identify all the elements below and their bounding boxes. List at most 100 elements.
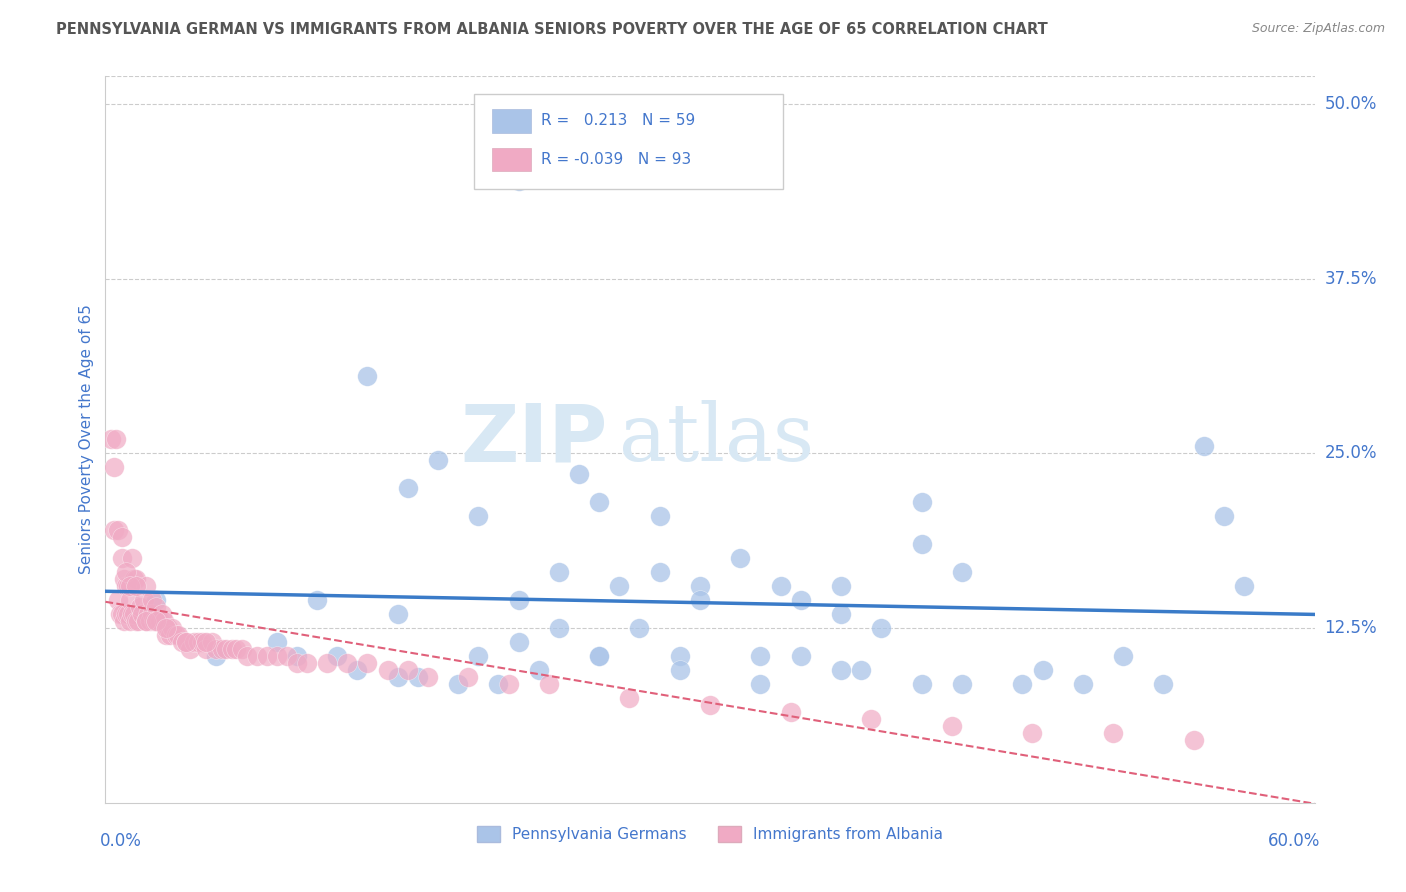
Legend: Pennsylvania Germans, Immigrants from Albania: Pennsylvania Germans, Immigrants from Al… xyxy=(470,819,950,850)
Point xyxy=(142,614,165,628)
Point xyxy=(225,642,247,657)
Point xyxy=(336,656,359,670)
Point xyxy=(1153,677,1175,691)
Point xyxy=(307,593,329,607)
Point xyxy=(104,432,127,446)
Point xyxy=(699,698,721,712)
Text: Source: ZipAtlas.com: Source: ZipAtlas.com xyxy=(1251,22,1385,36)
Point xyxy=(447,677,470,691)
Point xyxy=(146,614,169,628)
Point xyxy=(628,621,651,635)
Point xyxy=(110,551,132,566)
Point xyxy=(150,607,173,621)
Point xyxy=(285,648,308,663)
Point xyxy=(295,656,318,670)
Text: atlas: atlas xyxy=(620,401,814,478)
Point xyxy=(467,509,489,524)
Point xyxy=(174,635,197,649)
Point xyxy=(103,460,125,475)
Point xyxy=(749,648,772,663)
Point xyxy=(1071,677,1094,691)
Point xyxy=(201,635,224,649)
Point xyxy=(689,593,711,607)
Point xyxy=(911,495,934,509)
Point xyxy=(790,593,813,607)
Text: 50.0%: 50.0% xyxy=(1324,95,1376,112)
Point xyxy=(118,579,141,593)
Point xyxy=(588,648,610,663)
Point xyxy=(124,579,148,593)
Y-axis label: Seniors Poverty Over the Age of 65: Seniors Poverty Over the Age of 65 xyxy=(79,304,94,574)
Point xyxy=(211,642,233,657)
Point xyxy=(648,509,671,524)
Point xyxy=(396,663,419,677)
Point xyxy=(145,614,167,628)
Point xyxy=(1213,509,1236,524)
Point xyxy=(215,642,238,657)
Point xyxy=(170,635,193,649)
Point xyxy=(145,600,167,615)
Point xyxy=(1032,663,1054,677)
Point xyxy=(749,677,772,691)
Point xyxy=(387,670,409,684)
Point xyxy=(183,635,205,649)
Point xyxy=(128,600,150,615)
Point xyxy=(187,635,209,649)
Point xyxy=(689,579,711,593)
Point xyxy=(396,481,419,495)
Point xyxy=(112,614,135,628)
Point xyxy=(316,656,339,670)
Point xyxy=(1102,726,1125,740)
Point xyxy=(112,572,135,586)
Point xyxy=(769,579,792,593)
Text: 25.0%: 25.0% xyxy=(1324,444,1376,462)
Point xyxy=(114,607,136,621)
Point xyxy=(107,593,129,607)
Point xyxy=(326,648,349,663)
Point xyxy=(246,648,269,663)
Point xyxy=(127,614,149,628)
Point xyxy=(205,648,228,663)
Text: ZIP: ZIP xyxy=(460,401,607,478)
Point xyxy=(124,614,148,628)
FancyBboxPatch shape xyxy=(492,148,531,171)
Point xyxy=(427,453,450,467)
Point xyxy=(156,621,179,635)
Point xyxy=(851,663,873,677)
Point xyxy=(124,572,148,586)
Point xyxy=(139,614,162,628)
Point xyxy=(136,607,159,621)
Point xyxy=(498,677,520,691)
Point xyxy=(941,719,963,733)
Point xyxy=(174,635,197,649)
Point xyxy=(508,174,530,188)
Point xyxy=(179,642,201,657)
Point xyxy=(870,621,893,635)
Point xyxy=(155,628,177,642)
Point xyxy=(107,523,129,537)
Point xyxy=(122,572,145,586)
Point xyxy=(1011,677,1033,691)
Point xyxy=(276,648,298,663)
Text: 12.5%: 12.5% xyxy=(1324,619,1376,637)
Point xyxy=(121,607,143,621)
Point xyxy=(1192,439,1215,453)
Point xyxy=(911,677,934,691)
Point xyxy=(779,705,801,719)
Point xyxy=(537,677,560,691)
Point xyxy=(141,607,163,621)
Point xyxy=(159,628,181,642)
Point xyxy=(346,663,368,677)
Point xyxy=(830,663,852,677)
Point xyxy=(648,565,671,579)
Text: PENNSYLVANIA GERMAN VS IMMIGRANTS FROM ALBANIA SENIORS POVERTY OVER THE AGE OF 6: PENNSYLVANIA GERMAN VS IMMIGRANTS FROM A… xyxy=(56,22,1047,37)
Text: 0.0%: 0.0% xyxy=(100,832,141,850)
Point xyxy=(256,648,278,663)
Point xyxy=(110,607,132,621)
Point xyxy=(669,648,692,663)
Point xyxy=(285,656,308,670)
Point xyxy=(669,663,692,677)
Point xyxy=(160,621,183,635)
Point xyxy=(153,614,176,628)
Point xyxy=(950,677,973,691)
